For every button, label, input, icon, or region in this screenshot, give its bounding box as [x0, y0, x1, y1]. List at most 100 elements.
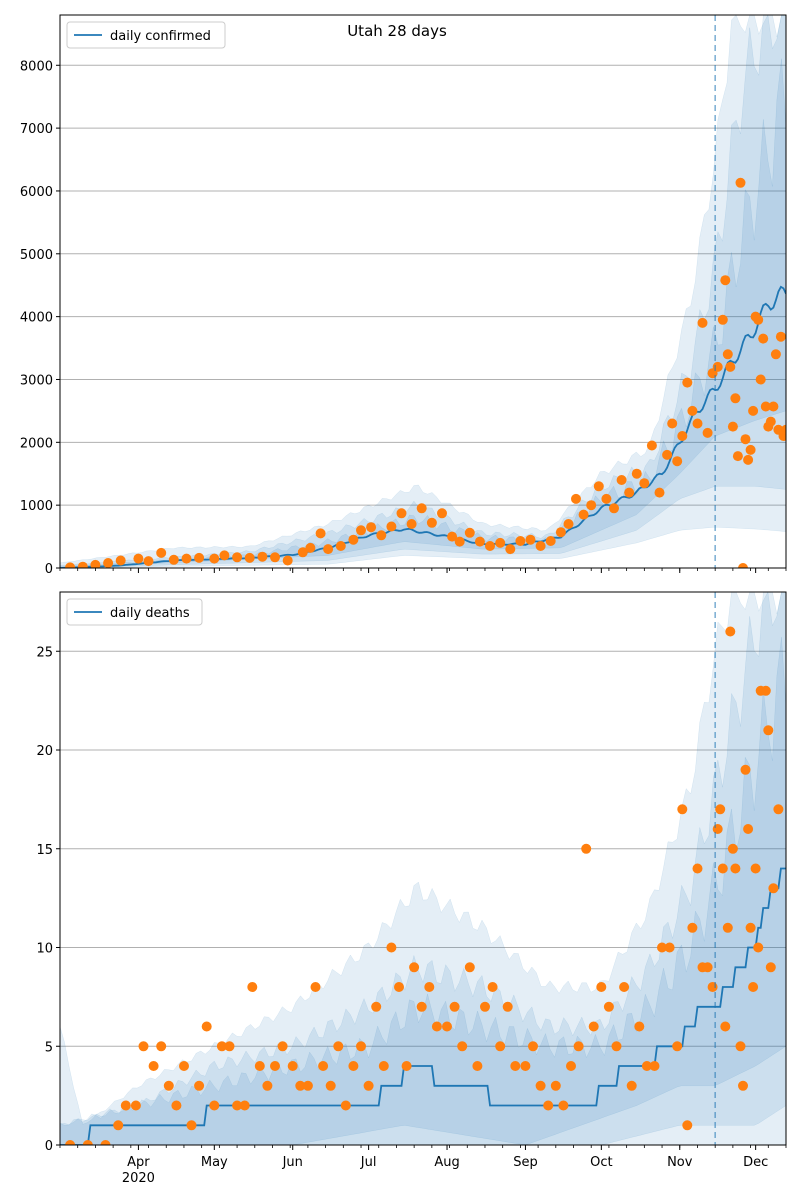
observation-point — [378, 1061, 389, 1071]
y-tick-label: 5000 — [20, 248, 53, 263]
observation-point — [254, 1061, 265, 1071]
observation-point — [745, 444, 756, 455]
observation-point — [750, 863, 761, 874]
observation-point — [297, 547, 308, 558]
observation-point — [601, 493, 612, 504]
x-tick-label: Apr — [127, 1155, 150, 1170]
observation-point — [715, 804, 726, 815]
observation-point — [566, 1061, 576, 1071]
observation-point — [163, 1080, 174, 1091]
observation-point — [426, 517, 437, 528]
observation-point — [194, 552, 205, 563]
observation-point — [447, 531, 458, 542]
observation-point — [609, 503, 619, 514]
observation-point — [641, 1061, 652, 1071]
x-tick-label: Jun — [282, 1155, 303, 1170]
observation-point — [735, 1041, 746, 1052]
observation-point — [765, 416, 776, 427]
observation-point — [363, 1080, 374, 1091]
observation-point — [687, 405, 698, 416]
observation-point — [697, 317, 708, 328]
observation-point — [133, 553, 144, 564]
legend-box — [66, 598, 203, 626]
observation-point — [755, 374, 766, 385]
observation-point — [543, 1100, 554, 1111]
plot-area — [60, 15, 786, 568]
observation-point — [270, 1061, 280, 1071]
observation-point — [578, 509, 589, 520]
observation-point — [649, 1061, 660, 1071]
observation-point — [740, 434, 751, 445]
observation-point — [333, 1041, 344, 1052]
observation-point — [611, 1041, 622, 1052]
observation-point — [262, 1080, 273, 1091]
observation-point — [348, 534, 359, 545]
y-tick-label: 8000 — [20, 59, 53, 74]
observation-point — [722, 349, 733, 360]
observation-point — [664, 942, 675, 953]
observation-point — [325, 1080, 336, 1091]
observation-point — [219, 550, 230, 561]
observation-point — [209, 1100, 220, 1111]
uncertainty-band-2 — [60, 637, 786, 1145]
observation-point — [487, 982, 498, 992]
y-tick-label: 4000 — [20, 311, 53, 326]
observation-point — [571, 493, 581, 504]
observation-point — [692, 418, 703, 429]
observation-point — [619, 982, 630, 992]
x-tick-sublabel: 2020 — [122, 1171, 155, 1186]
observation-point — [505, 544, 516, 555]
observation-point — [356, 1041, 366, 1052]
observation-point — [376, 530, 387, 541]
observation-point — [464, 962, 475, 973]
observation-point — [270, 552, 280, 563]
observation-point — [558, 1100, 569, 1111]
x-tick-label: Nov — [667, 1155, 693, 1170]
observation-point — [682, 377, 693, 388]
observation-point — [100, 1140, 111, 1145]
observation-point — [634, 1021, 645, 1032]
observation-point — [732, 451, 743, 462]
y-tick-label: 0 — [45, 562, 53, 577]
observation-point — [748, 405, 759, 416]
observation-point — [768, 883, 779, 894]
y-tick-label: 15 — [36, 843, 53, 858]
observation-point — [753, 942, 764, 953]
observation-point — [616, 475, 627, 485]
legend-box — [66, 21, 226, 49]
observation-point — [416, 1001, 427, 1012]
observation-point — [677, 804, 688, 815]
observation-point — [431, 1021, 442, 1032]
observation-point — [424, 982, 435, 992]
y-tick-label: 25 — [36, 645, 53, 660]
observation-point — [318, 1061, 329, 1071]
observation-point — [239, 1100, 250, 1111]
legend: daily deaths — [66, 598, 203, 626]
observation-point — [639, 478, 650, 489]
x-tick-label: Dec — [743, 1155, 768, 1170]
observation-point — [720, 275, 731, 286]
observation-point — [310, 982, 321, 992]
observation-point — [216, 1041, 227, 1052]
observation-point — [340, 1100, 351, 1111]
observation-point — [295, 1080, 306, 1091]
observation-point — [631, 468, 642, 479]
observation-point — [247, 982, 258, 992]
observation-point — [437, 508, 447, 519]
observation-point — [758, 333, 769, 344]
observation-point — [563, 519, 574, 529]
observation-point — [143, 556, 154, 567]
observation-point — [464, 527, 475, 538]
observation-point — [168, 554, 179, 565]
y-tick-label: 3000 — [20, 373, 53, 388]
observation-point — [510, 1061, 521, 1071]
observation-point — [702, 427, 713, 438]
observation-point — [224, 1041, 235, 1052]
observation-point — [186, 1120, 197, 1131]
observation-point — [738, 563, 748, 568]
observation-point — [305, 542, 316, 553]
observation-point — [775, 331, 786, 342]
observation-point — [495, 1041, 506, 1052]
observation-point — [371, 1001, 382, 1012]
observation-point — [707, 982, 718, 992]
